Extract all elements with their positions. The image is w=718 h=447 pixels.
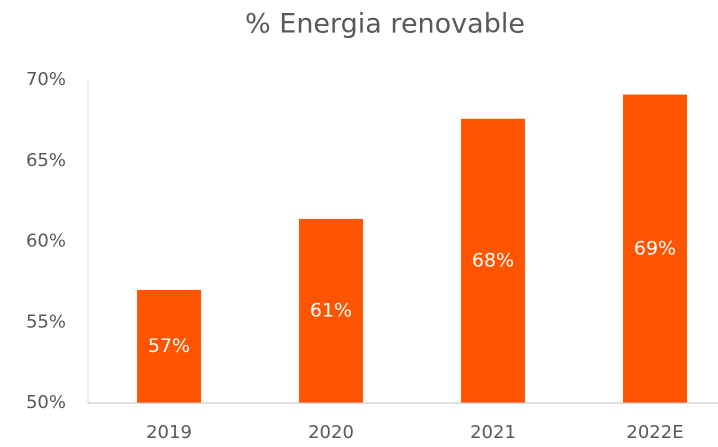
- y-tick-label: 60%: [26, 231, 66, 252]
- x-tick-label: 2019: [146, 422, 192, 443]
- value-label: 68%: [472, 249, 514, 271]
- value-label: 69%: [634, 237, 676, 259]
- bar: [623, 94, 687, 403]
- chart-title: % Energia renovable: [245, 9, 525, 40]
- bar: [299, 218, 363, 403]
- y-tick-label: 65%: [26, 150, 66, 171]
- y-tick-label: 50%: [26, 392, 66, 413]
- value-label: 57%: [148, 335, 190, 357]
- y-tick-label: 70%: [26, 69, 66, 90]
- value-label: 61%: [310, 299, 352, 321]
- bar: [137, 289, 201, 403]
- y-tick-label: 55%: [26, 311, 66, 332]
- x-tick-label: 2020: [308, 422, 354, 443]
- bar: [461, 118, 525, 403]
- x-tick-label: 2022E: [626, 422, 683, 443]
- x-tick-label: 2021: [470, 422, 516, 443]
